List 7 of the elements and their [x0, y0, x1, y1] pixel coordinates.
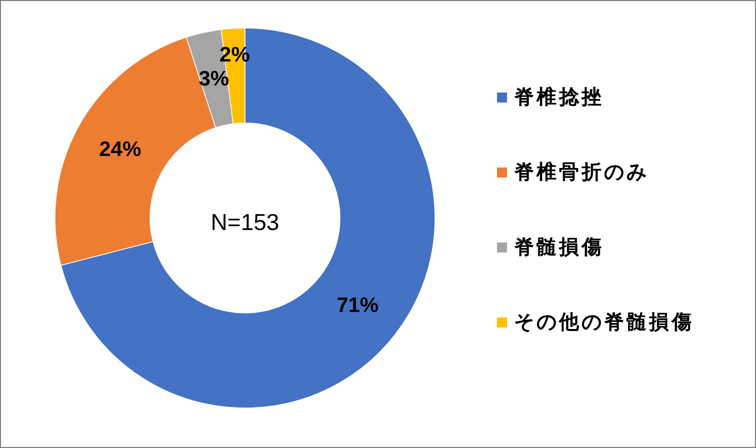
data-label: 24% — [99, 138, 142, 161]
legend-label: その他の脊髄損傷 — [514, 312, 694, 334]
annotation: N=153 — [210, 209, 280, 235]
legend-label: 脊椎捻挫 — [514, 86, 604, 108]
legend-label: 脊髄損傷 — [514, 236, 604, 258]
legend-label: 脊椎骨折のみ — [514, 162, 649, 184]
data-label: 71% — [336, 294, 379, 317]
